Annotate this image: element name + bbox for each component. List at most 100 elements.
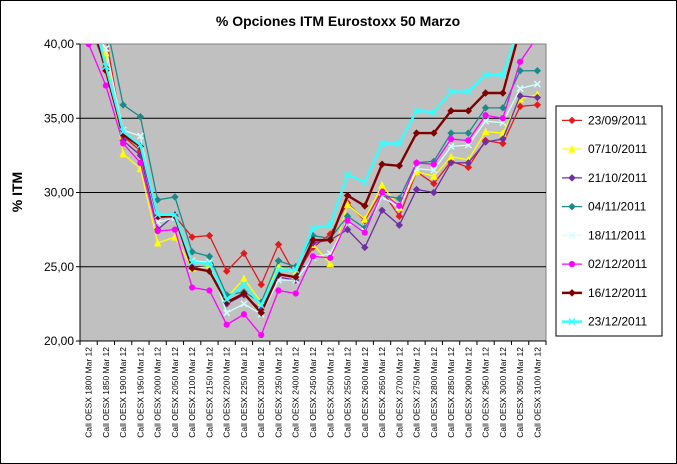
data-point	[533, 80, 541, 88]
data-point	[343, 191, 352, 200]
data-point	[464, 87, 472, 96]
data-point	[137, 159, 144, 166]
legend-marker	[568, 174, 576, 182]
data-point	[223, 309, 231, 317]
legend-label: 18/11/2011	[588, 228, 647, 242]
data-point	[430, 129, 438, 137]
data-point	[222, 267, 231, 275]
data-point	[447, 142, 455, 150]
data-point	[361, 229, 368, 236]
data-point	[171, 232, 179, 241]
legend-label: 04/11/2011	[588, 200, 647, 214]
data-point	[206, 287, 213, 294]
data-point	[413, 159, 420, 166]
legend-box	[555, 105, 663, 337]
legend-item: 18/11/2011	[562, 228, 647, 242]
data-point	[257, 301, 265, 309]
legend-label: 07/10/2011	[588, 142, 647, 156]
data-point	[499, 89, 507, 97]
data-point	[326, 259, 335, 268]
data-point	[360, 215, 369, 223]
x-tick-label: Call OESX 2150 Mar 12	[204, 347, 214, 438]
data-point	[430, 166, 438, 174]
data-point	[153, 238, 162, 247]
x-tick-label: Call OESX 2550 Mar 12	[343, 347, 353, 438]
data-point	[378, 139, 386, 148]
data-point	[85, 44, 92, 48]
data-point	[326, 249, 334, 257]
legend-item: 21/10/2011	[562, 171, 647, 185]
legend-item: 23/09/2011	[562, 113, 647, 127]
data-point	[378, 206, 386, 215]
legend-item: 23/12/2011	[562, 315, 647, 329]
data-point	[378, 193, 386, 201]
data-point	[154, 228, 161, 235]
data-point	[275, 287, 282, 294]
legend-item: 04/11/2011	[562, 200, 647, 214]
series-6	[85, 44, 534, 339]
data-point	[499, 135, 507, 143]
data-point	[274, 266, 283, 274]
data-point	[464, 163, 473, 171]
data-point	[430, 188, 438, 197]
data-point	[171, 211, 179, 219]
data-point	[327, 254, 334, 261]
data-point	[274, 240, 283, 249]
x-tick-label: Call OESX 2650 Mar 12	[377, 347, 387, 438]
legend-label: 23/12/2011	[588, 315, 647, 329]
y-tick-label: 40,00	[44, 37, 74, 51]
data-point	[412, 129, 421, 137]
data-point	[309, 236, 317, 244]
data-point	[447, 107, 455, 115]
y-tick-label: 25,00	[44, 260, 74, 274]
legend-marker	[568, 145, 576, 153]
data-point	[171, 193, 179, 201]
data-point	[344, 217, 351, 224]
data-point	[343, 171, 352, 179]
data-point	[102, 82, 109, 89]
data-point	[102, 44, 110, 52]
data-point	[119, 101, 127, 109]
data-point	[292, 273, 300, 281]
x-tick-label: Call OESX 2600 Mar 12	[360, 347, 370, 438]
data-point	[447, 135, 455, 143]
data-point	[516, 102, 524, 111]
data-point	[223, 321, 230, 328]
x-tick-label: Call OESX 2500 Mar 12	[325, 347, 335, 438]
x-tick-label: Call OESX 2950 Mar 12	[481, 347, 491, 438]
data-point	[499, 71, 507, 79]
data-point	[292, 290, 299, 297]
data-point	[499, 119, 507, 127]
data-point	[533, 67, 542, 75]
legend-label: 21/10/2011	[588, 171, 647, 185]
data-point	[516, 85, 524, 93]
x-tick-label: Call OESX 2350 Mar 12	[273, 347, 283, 438]
x-tick-label: Call OESX 2450 Mar 12	[308, 347, 318, 438]
chart-title: % Opciones ITM Eurostoxx 50 Marzo	[216, 13, 460, 29]
data-point	[240, 289, 248, 298]
data-point	[499, 115, 506, 122]
legend-marker	[568, 318, 576, 326]
y-tick-label: 35,00	[44, 111, 74, 125]
data-point	[395, 221, 404, 229]
legend-label: 23/09/2011	[588, 113, 647, 127]
data-point	[481, 127, 490, 136]
data-point	[188, 248, 196, 256]
x-tick-label: Call OESX 2000 Mar 12	[153, 347, 163, 438]
data-point	[240, 300, 248, 308]
legend-item: 07/10/2011	[562, 142, 647, 156]
data-point	[361, 178, 369, 186]
data-point	[447, 159, 455, 167]
data-point	[119, 149, 127, 158]
data-point	[464, 141, 472, 149]
data-point	[464, 107, 473, 115]
data-point	[412, 185, 421, 194]
x-tick-label: Call OESX 2800 Mar 12	[429, 347, 439, 438]
data-point	[136, 132, 144, 140]
data-point	[481, 138, 490, 146]
plot-area: 20,00 25,00 30,00 35,00 40,00 Call OESX 1800 …	[44, 37, 547, 438]
data-point	[465, 137, 472, 144]
data-point	[188, 233, 196, 241]
legend-item: 16/12/2011	[562, 286, 647, 300]
